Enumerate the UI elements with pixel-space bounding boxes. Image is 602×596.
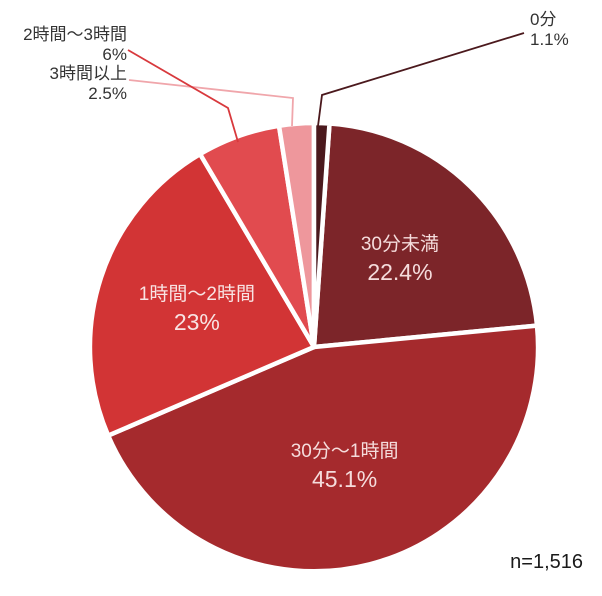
callout-2h-3h-value: 6% [102,45,127,64]
slice-label-under-30min-value: 22.4% [367,258,433,285]
slice-label-1h-2h: 1時間〜2時間 23% [139,281,255,337]
sample-size-note: n=1,516 [510,551,583,573]
slice-label-under-30min-text: 30分未満 [360,233,440,255]
callout-3h-plus: 3時間以上 2.5% [10,64,127,104]
slice-label-1h-2h-value: 23% [173,308,220,335]
pie-slice-2 [105,323,541,574]
leader-line-5 [128,79,294,127]
slice-label-30min-1h: 30分〜1時間 45.1% [291,438,399,494]
callout-3h-plus-value: 2.5% [88,84,127,103]
slice-label-30min-1h-text: 30分〜1時間 [290,441,399,463]
pie-slice-3 [87,151,317,438]
callout-0min-value: 1.1% [530,30,569,49]
pie-slice-0 [311,120,332,350]
callout-0min: 0分 1.1% [530,10,569,50]
slice-label-1h-2h-text: 1時間〜2時間 [138,283,255,305]
slice-label-30min-1h-value: 45.1% [311,466,378,493]
callout-2h-3h-label: 2時間〜3時間 [23,25,127,44]
slice-label-under-30min: 30分未満 22.4% [361,231,439,287]
callout-2h-3h: 2時間〜3時間 6% [10,25,127,65]
callout-3h-plus-label: 3時間以上 [49,64,127,83]
leader-line-0 [317,32,525,127]
leader-line-4 [127,49,239,143]
callout-0min-label: 0分 [530,10,557,29]
pie-slice-1 [311,121,540,350]
